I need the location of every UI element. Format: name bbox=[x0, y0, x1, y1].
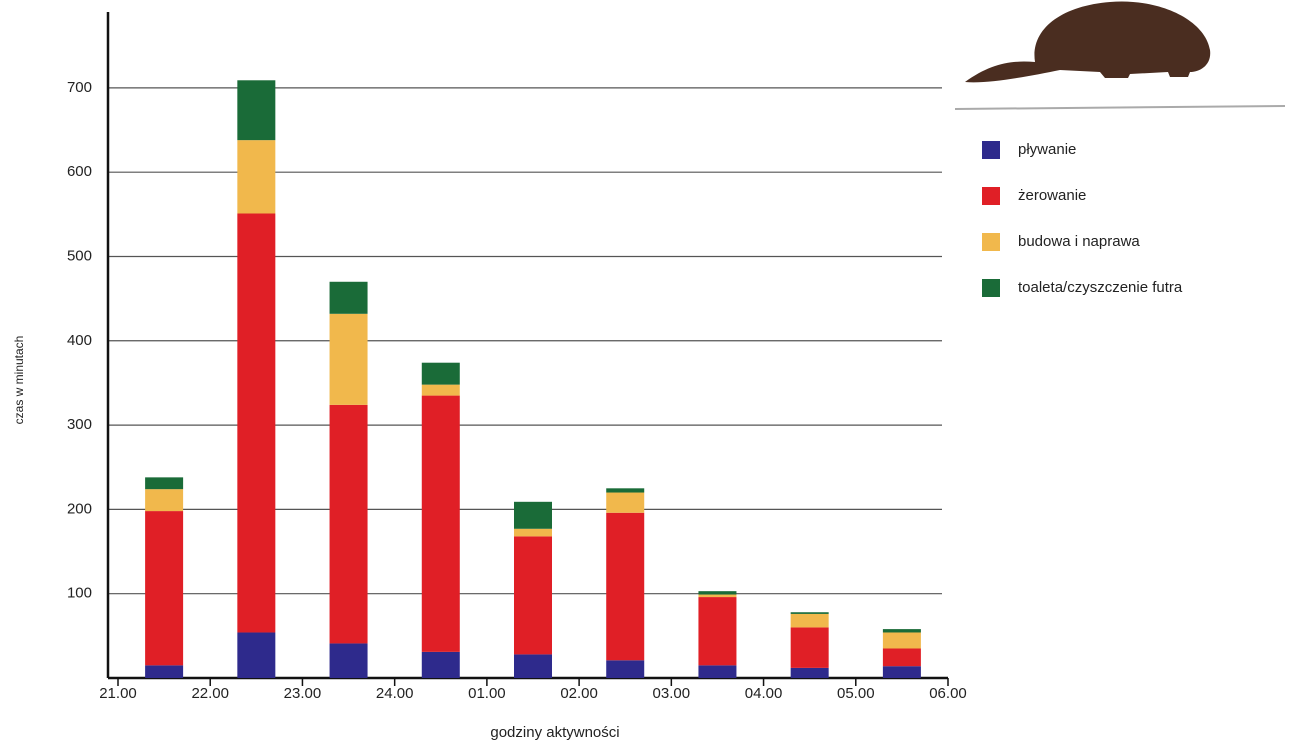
x-tick-label: 03.00 bbox=[653, 685, 691, 702]
bar-segment bbox=[606, 660, 644, 678]
legend-swatch bbox=[982, 279, 1000, 297]
bar-segment bbox=[422, 363, 460, 385]
x-tick-label: 01.00 bbox=[468, 685, 506, 702]
legend-label: pływanie bbox=[1018, 141, 1076, 158]
legend-label: żerowanie bbox=[1018, 187, 1086, 204]
x-tick-label: 06.00 bbox=[929, 685, 967, 702]
bar-segment bbox=[422, 385, 460, 396]
x-tick-label: 02.00 bbox=[560, 685, 598, 702]
y-tick-label: 500 bbox=[67, 247, 92, 264]
bar-segment bbox=[330, 282, 368, 314]
bar-segment bbox=[237, 213, 275, 632]
bar-segment bbox=[145, 477, 183, 489]
bar-segment bbox=[698, 591, 736, 594]
beaver-illustration bbox=[965, 2, 1210, 83]
y-axis-label: czas w minutach bbox=[12, 336, 26, 425]
x-tick-label: 22.00 bbox=[191, 685, 229, 702]
x-tick-label: 23.00 bbox=[284, 685, 322, 702]
bar-segment bbox=[145, 665, 183, 678]
bar-segment bbox=[330, 405, 368, 644]
x-axis-label: godziny aktywności bbox=[490, 724, 619, 741]
y-tick-label: 400 bbox=[67, 332, 92, 349]
y-tick-label: 100 bbox=[67, 585, 92, 602]
x-tick-label: 24.00 bbox=[376, 685, 414, 702]
x-tick-label: 21.00 bbox=[99, 685, 137, 702]
bar-segment bbox=[145, 511, 183, 665]
x-tick-label: 05.00 bbox=[837, 685, 875, 702]
bar-segment bbox=[883, 629, 921, 632]
legend-swatch bbox=[982, 187, 1000, 205]
bar-segment bbox=[606, 488, 644, 492]
chart: czas w minutach godziny aktywności 100 20… bbox=[0, 0, 1295, 742]
bar-segment bbox=[422, 652, 460, 678]
bar-segment bbox=[514, 536, 552, 654]
bar-segment bbox=[883, 632, 921, 648]
bar-segment bbox=[698, 597, 736, 665]
bar-segment bbox=[514, 502, 552, 529]
y-tick-label: 600 bbox=[67, 163, 92, 180]
y-tick-label: 300 bbox=[67, 416, 92, 433]
legend-label: budowa i naprawa bbox=[1018, 233, 1140, 250]
bar-segment bbox=[237, 140, 275, 213]
bar-segment bbox=[514, 654, 552, 678]
bar-segment bbox=[791, 627, 829, 667]
bar-segment bbox=[330, 314, 368, 405]
bar-segment bbox=[698, 595, 736, 598]
bar-segment bbox=[606, 493, 644, 513]
bar-segment bbox=[791, 612, 829, 614]
y-tick-label: 200 bbox=[67, 500, 92, 517]
legend-swatch bbox=[982, 141, 1000, 159]
bar-segment bbox=[883, 648, 921, 666]
legend-label: toaleta/czyszczenie futra bbox=[1018, 279, 1183, 296]
bar-segment bbox=[237, 80, 275, 140]
bar-segment bbox=[791, 614, 829, 627]
bar-segment bbox=[145, 489, 183, 511]
bar-segment bbox=[237, 632, 275, 678]
bar-segment bbox=[883, 666, 921, 678]
legend-swatch bbox=[982, 233, 1000, 251]
bar-segment bbox=[514, 529, 552, 537]
bar-segment bbox=[698, 665, 736, 678]
bar-segment bbox=[330, 643, 368, 678]
bar-segment bbox=[422, 396, 460, 652]
bar-segment bbox=[606, 513, 644, 661]
legend-separator bbox=[955, 106, 1285, 109]
y-tick-label: 700 bbox=[67, 79, 92, 96]
bar-segment bbox=[791, 668, 829, 678]
x-tick-label: 04.00 bbox=[745, 685, 783, 702]
